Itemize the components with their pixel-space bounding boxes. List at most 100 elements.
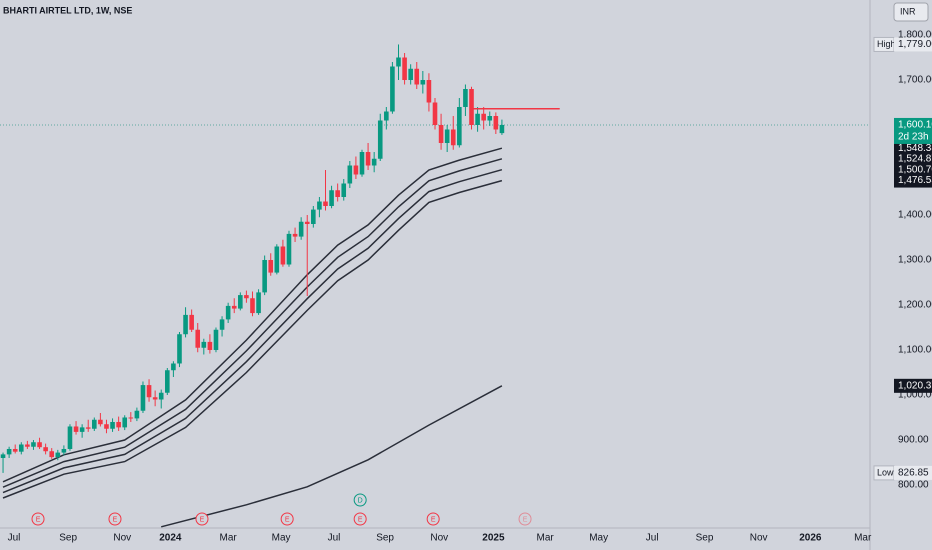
x-tick-label: Nov	[430, 533, 448, 544]
candle-body	[457, 107, 462, 146]
x-tick-label: May	[589, 533, 608, 544]
candle-body	[85, 427, 91, 429]
event-marker	[280, 512, 294, 526]
candle-body	[146, 385, 152, 398]
ema-badge-label: 1,524.87	[898, 153, 932, 164]
candle-body	[499, 124, 505, 134]
candle-body	[183, 314, 188, 335]
candle-body	[432, 102, 438, 126]
x-tick-label: 2024	[159, 533, 182, 544]
event-label: E	[285, 516, 290, 523]
moving-average-line	[161, 385, 503, 528]
candle-body	[280, 246, 286, 265]
candle-body	[31, 442, 36, 447]
y-tick-label: 1,700.00	[898, 75, 932, 86]
event-label: E	[431, 516, 436, 523]
candle-body	[0, 454, 6, 458]
y-tick-label: 1,800.00	[898, 30, 932, 41]
candle-body	[158, 392, 164, 400]
candle-body	[79, 427, 85, 432]
candle-body	[122, 417, 128, 428]
candle-body	[140, 385, 146, 411]
candle-body	[49, 451, 55, 458]
candle-body	[323, 201, 328, 206]
currency[interactable]: INR	[900, 6, 916, 16]
event-label: E	[200, 516, 205, 523]
moving-average-line	[2, 179, 503, 499]
event-label: E	[358, 516, 363, 523]
candle-body	[384, 111, 389, 121]
candle-body	[165, 370, 170, 393]
ema-badge-label: 1,476.53	[898, 175, 932, 186]
event-label: D	[358, 497, 363, 504]
x-tick-label: Nov	[113, 533, 131, 544]
candle-body	[493, 116, 499, 130]
candle-body	[225, 305, 231, 320]
y-tick-label: 1,200.00	[898, 300, 932, 311]
ema-badge	[894, 173, 932, 188]
x-tick-label: Jul	[646, 533, 659, 544]
ema-badge	[894, 141, 932, 156]
candle-body	[402, 57, 407, 81]
x-tick-label: Sep	[59, 533, 77, 544]
candle-body	[171, 363, 176, 371]
event-marker	[426, 512, 440, 526]
event-label: E	[523, 516, 528, 523]
candle-body	[152, 397, 158, 400]
moving-average-line	[2, 158, 503, 488]
candle-body	[481, 113, 486, 121]
candle-body	[6, 448, 12, 455]
ema-badge-label: 1,500.70	[898, 164, 932, 175]
candle-body	[377, 120, 383, 159]
candle-body	[335, 190, 340, 197]
currency-button[interactable]	[893, 2, 929, 22]
low-marker-label: 826.85	[898, 468, 929, 479]
candle-body	[304, 221, 310, 224]
event-label: E	[113, 516, 118, 523]
high-marker-badge	[894, 37, 932, 52]
candle-body	[438, 125, 444, 144]
event-marker	[518, 512, 532, 526]
candle-body	[359, 152, 365, 175]
candle-body	[487, 116, 493, 121]
candle-body	[469, 89, 474, 126]
candle-body	[67, 426, 73, 449]
candle-body	[311, 209, 316, 224]
candle-body	[444, 129, 450, 144]
candle-body	[341, 183, 347, 197]
ema-badge-label: 1,548.38	[898, 143, 932, 154]
ema-badge	[894, 378, 932, 393]
candle-body	[244, 295, 249, 299]
candle-body	[250, 298, 255, 314]
candle-body	[426, 80, 432, 103]
candle-body	[353, 165, 359, 175]
x-tick-label: Mar	[537, 533, 555, 544]
candle-body	[61, 448, 67, 453]
candle-body	[390, 66, 395, 112]
candle-body	[298, 221, 304, 237]
low-marker-badge	[894, 465, 932, 480]
ema-badge	[894, 151, 932, 166]
candle-body	[134, 410, 140, 419]
candle-body	[292, 233, 298, 237]
x-tick-label: Sep	[376, 533, 394, 544]
candle-body	[12, 448, 18, 452]
event-marker	[31, 512, 45, 526]
candle-body	[98, 419, 103, 425]
candle-body	[213, 329, 219, 350]
candle-body	[207, 341, 213, 350]
low-marker-text: Low	[877, 467, 894, 477]
candle-body	[371, 158, 377, 166]
x-tick-label: 2026	[799, 533, 822, 544]
x-tick-label: Jul	[8, 533, 21, 544]
last-price-label: 1,600.10	[898, 120, 932, 131]
x-tick-label: Sep	[696, 533, 714, 544]
candle-body	[128, 417, 134, 419]
candle-body	[231, 305, 237, 309]
candle-body	[268, 259, 274, 273]
y-tick-label: 900.00	[898, 435, 929, 446]
candle-body	[201, 341, 207, 348]
candle-body	[274, 246, 280, 273]
candle-body	[396, 57, 401, 67]
